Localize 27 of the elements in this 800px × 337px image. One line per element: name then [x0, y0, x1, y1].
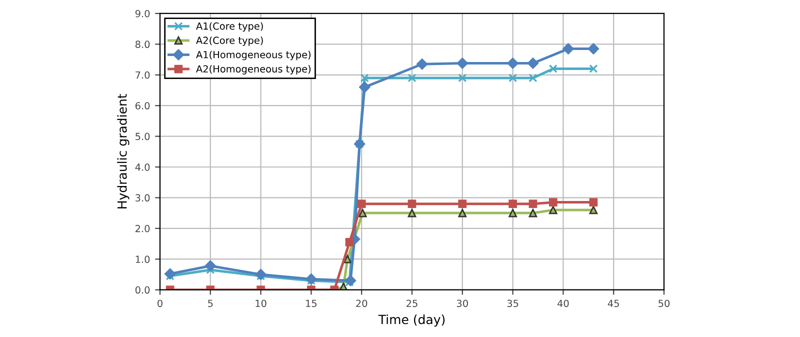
- x-tick-label: 0: [158, 300, 162, 308]
- y-tick-label: 2.0: [136, 224, 150, 232]
- legend-label: A2(Core type): [196, 36, 263, 46]
- x-tick-label: 5: [208, 300, 213, 308]
- x-tick-label: 40: [557, 300, 569, 308]
- x-tick-label: 45: [608, 300, 619, 308]
- legend-label: A1(Homogeneous type): [196, 50, 311, 60]
- y-tick-label: 7.0: [136, 71, 150, 79]
- y-tick-label: 6.0: [135, 102, 150, 110]
- y-tick-label: 8.0: [135, 40, 150, 48]
- x-tick-label: 50: [658, 300, 670, 308]
- x-tick-label: 20: [356, 300, 368, 308]
- x-tick-label: 25: [406, 300, 418, 308]
- legend-label: A1(Core type): [196, 22, 263, 32]
- y-tick-label: 5.0: [136, 132, 150, 140]
- y-axis-title: Hydraulic gradient: [117, 94, 130, 208]
- x-tick-label: 10: [256, 300, 266, 308]
- y-tick-label: 1.0: [136, 256, 150, 263]
- y-tick-label: 4.0: [135, 163, 150, 171]
- y-tick-label: 0.0: [135, 286, 150, 294]
- x-tick-label: 15: [306, 300, 317, 308]
- legend-label: A2(Homogeneous type): [196, 65, 311, 74]
- x-axis-title: Time (day): [378, 314, 445, 327]
- x-tick-label: 30: [456, 300, 468, 308]
- y-tick-label: 9.0: [135, 10, 150, 18]
- x-tick-label: 35: [507, 300, 518, 308]
- y-tick-label: 3.0: [136, 194, 150, 202]
